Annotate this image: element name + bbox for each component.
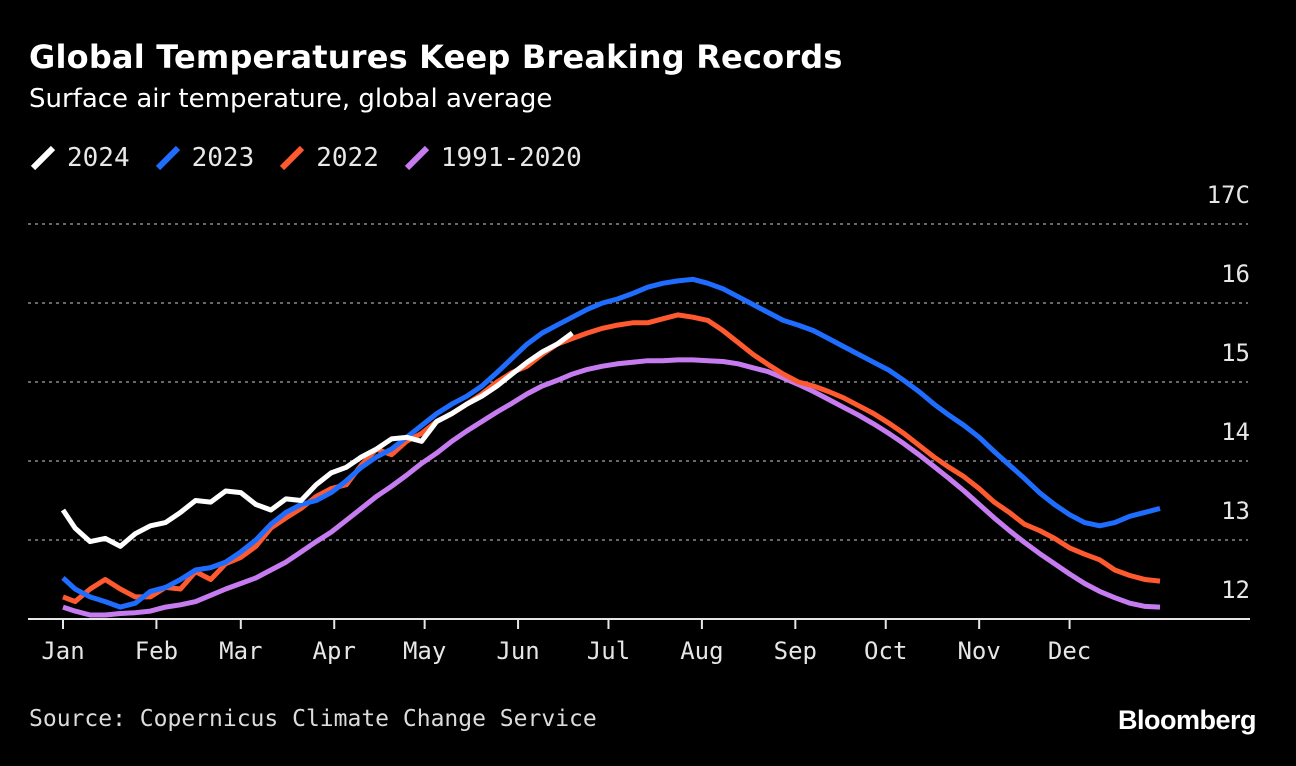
y-tick-label: 16 xyxy=(1221,260,1250,288)
legend-swatch-2023 xyxy=(155,145,180,171)
y-tick-label: 15 xyxy=(1221,339,1250,367)
chart-subtitle: Surface air temperature, global average xyxy=(29,84,553,114)
series-line-1991-2020 xyxy=(62,357,1161,618)
x-tick-label: Dec xyxy=(1048,637,1091,665)
legend-item-2024: 2024 xyxy=(29,143,130,173)
chart-legend: 2024 2023 2022 1991-2020 xyxy=(29,140,606,176)
x-tick-label: May xyxy=(403,637,446,665)
series-line-2023 xyxy=(61,276,1161,610)
legend-label-2024: 2024 xyxy=(67,143,130,173)
legend-label-1991-2020: 1991-2020 xyxy=(440,143,582,173)
series-line-2022 xyxy=(62,312,1161,605)
x-tick-label: Feb xyxy=(135,637,178,665)
source-note: Source: Copernicus Climate Change Servic… xyxy=(29,706,597,732)
x-tick-label: Jul xyxy=(587,637,630,665)
y-tick-label: 13 xyxy=(1221,497,1250,525)
y-tick-label: 17C xyxy=(1207,181,1250,209)
x-tick-label: Nov xyxy=(957,637,1000,665)
chart-title: Global Temperatures Keep Breaking Record… xyxy=(29,38,843,76)
legend-item-2022: 2022 xyxy=(278,143,379,173)
legend-item-2023: 2023 xyxy=(154,143,255,173)
legend-swatch-2022 xyxy=(280,145,305,171)
legend-label-2022: 2022 xyxy=(316,143,379,173)
x-tick-label: Sep xyxy=(774,637,817,665)
y-tick-label: 12 xyxy=(1221,576,1250,604)
legend-swatch-1991-2020 xyxy=(404,145,429,171)
legend-label-2023: 2023 xyxy=(191,143,255,173)
x-tick-label: Apr xyxy=(313,637,356,665)
legend-swatch-2024 xyxy=(30,145,56,171)
x-tick-label: Jun xyxy=(496,637,539,665)
x-tick-label: Oct xyxy=(864,637,907,665)
y-tick-label: 14 xyxy=(1221,418,1250,446)
x-tick-label: Aug xyxy=(680,637,723,665)
legend-item-1991-2020: 1991-2020 xyxy=(403,143,582,173)
bloomberg-logo: Bloomberg xyxy=(1117,705,1257,735)
x-tick-label: Mar xyxy=(219,637,262,665)
x-tick-label: Jan xyxy=(41,637,84,665)
series-line-2024 xyxy=(60,330,574,549)
